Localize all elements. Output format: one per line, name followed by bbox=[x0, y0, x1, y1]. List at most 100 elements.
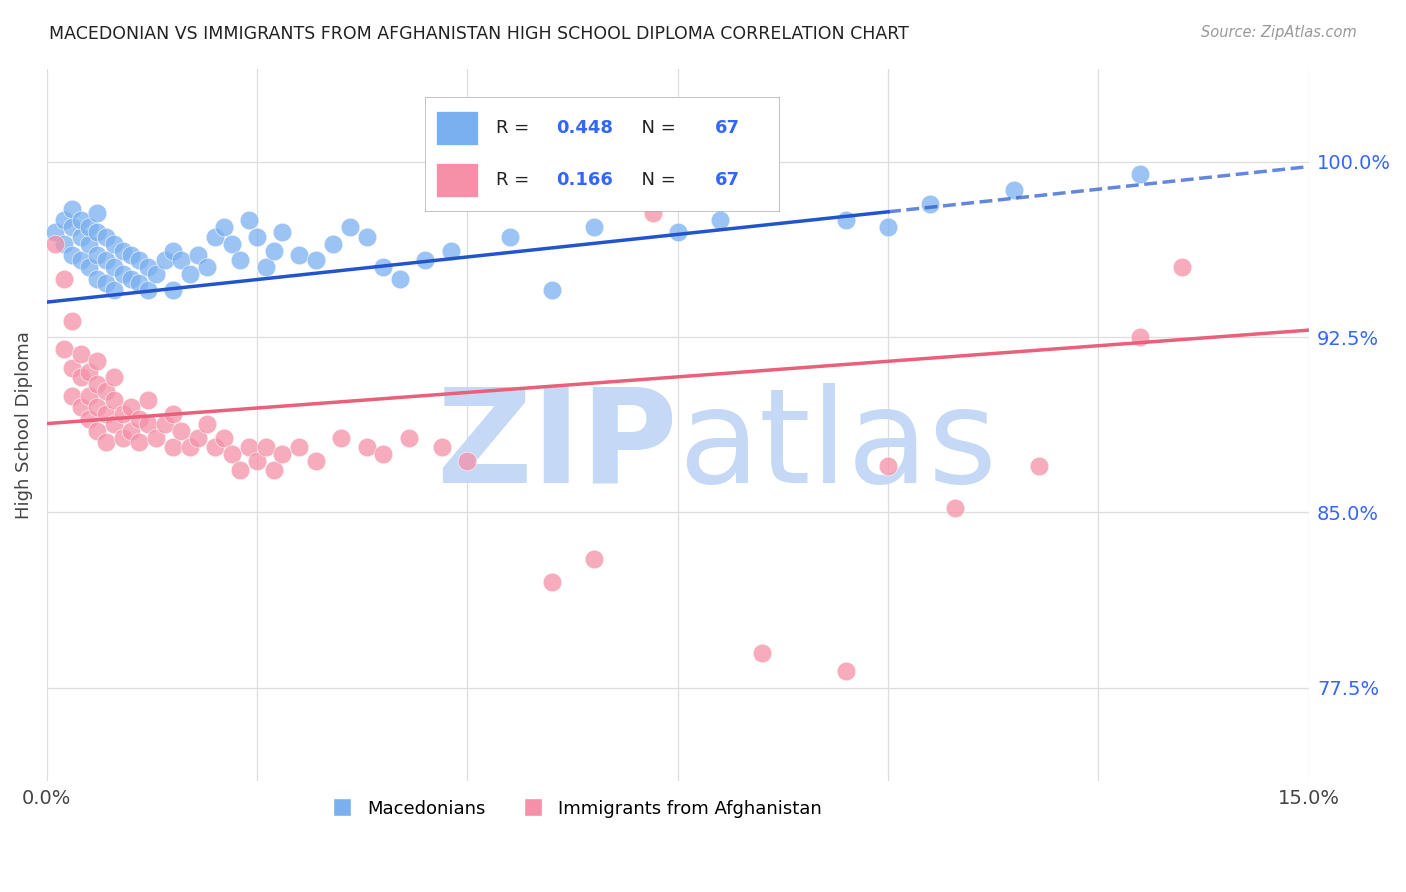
Point bbox=[60, 220, 83, 235]
Point bbox=[498, 229, 520, 244]
Point bbox=[128, 277, 150, 291]
Point bbox=[440, 244, 463, 258]
Point bbox=[540, 575, 562, 590]
Point bbox=[1028, 458, 1050, 473]
Point bbox=[128, 412, 150, 426]
Point bbox=[195, 417, 218, 431]
Point bbox=[52, 213, 75, 227]
Point bbox=[339, 220, 361, 235]
Text: Source: ZipAtlas.com: Source: ZipAtlas.com bbox=[1201, 25, 1357, 40]
Point bbox=[77, 412, 100, 426]
Point bbox=[305, 253, 328, 268]
Point bbox=[709, 213, 731, 227]
Point bbox=[120, 424, 142, 438]
Point bbox=[288, 440, 311, 454]
Point bbox=[398, 431, 420, 445]
Point bbox=[1171, 260, 1194, 274]
Y-axis label: High School Diploma: High School Diploma bbox=[15, 331, 32, 518]
Point bbox=[145, 267, 167, 281]
Point bbox=[330, 431, 353, 445]
Point bbox=[128, 253, 150, 268]
Point bbox=[136, 393, 159, 408]
Point bbox=[666, 225, 689, 239]
Point bbox=[153, 417, 176, 431]
Point bbox=[86, 248, 108, 262]
Point bbox=[246, 229, 269, 244]
Point bbox=[103, 236, 125, 251]
Point bbox=[204, 229, 226, 244]
Point bbox=[162, 407, 184, 421]
Point bbox=[162, 440, 184, 454]
Point bbox=[1002, 183, 1025, 197]
Point bbox=[111, 407, 134, 421]
Point bbox=[263, 463, 285, 477]
Point bbox=[187, 248, 209, 262]
Point bbox=[86, 376, 108, 391]
Point bbox=[229, 253, 252, 268]
Point bbox=[103, 417, 125, 431]
Point bbox=[415, 253, 437, 268]
Point bbox=[60, 360, 83, 375]
Point bbox=[943, 500, 966, 515]
Point bbox=[582, 220, 605, 235]
Point bbox=[1129, 167, 1152, 181]
Point bbox=[373, 447, 395, 461]
Point bbox=[111, 431, 134, 445]
Point bbox=[86, 424, 108, 438]
Point bbox=[187, 431, 209, 445]
Point bbox=[77, 220, 100, 235]
Point bbox=[254, 260, 277, 274]
Point bbox=[77, 388, 100, 402]
Point bbox=[60, 388, 83, 402]
Point bbox=[145, 431, 167, 445]
Point bbox=[170, 253, 193, 268]
Point bbox=[322, 236, 344, 251]
Point bbox=[86, 225, 108, 239]
Point bbox=[238, 440, 260, 454]
Point bbox=[120, 248, 142, 262]
Point bbox=[44, 225, 66, 239]
Point bbox=[60, 202, 83, 216]
Point bbox=[271, 225, 294, 239]
Point bbox=[69, 346, 91, 360]
Point bbox=[77, 236, 100, 251]
Point bbox=[136, 260, 159, 274]
Point bbox=[69, 401, 91, 415]
Point bbox=[195, 260, 218, 274]
Point bbox=[288, 248, 311, 262]
Point bbox=[356, 440, 378, 454]
Point bbox=[835, 664, 858, 678]
Point bbox=[389, 272, 412, 286]
Point bbox=[305, 454, 328, 468]
Point bbox=[229, 463, 252, 477]
Point bbox=[212, 431, 235, 445]
Point bbox=[356, 229, 378, 244]
Point bbox=[44, 236, 66, 251]
Point bbox=[103, 369, 125, 384]
Point bbox=[877, 220, 900, 235]
Point bbox=[221, 236, 243, 251]
Point bbox=[271, 447, 294, 461]
Point bbox=[86, 206, 108, 220]
Point bbox=[86, 401, 108, 415]
Point bbox=[153, 253, 176, 268]
Point bbox=[432, 440, 454, 454]
Point bbox=[751, 190, 773, 204]
Point bbox=[94, 407, 117, 421]
Text: ZIP: ZIP bbox=[436, 383, 678, 509]
Point bbox=[162, 244, 184, 258]
Point bbox=[1129, 330, 1152, 344]
Point bbox=[103, 284, 125, 298]
Point bbox=[456, 454, 478, 468]
Point bbox=[263, 244, 285, 258]
Point bbox=[69, 369, 91, 384]
Point bbox=[540, 284, 562, 298]
Point bbox=[52, 342, 75, 356]
Point bbox=[77, 365, 100, 379]
Point bbox=[111, 267, 134, 281]
Point bbox=[52, 272, 75, 286]
Point bbox=[246, 454, 269, 468]
Point bbox=[835, 213, 858, 227]
Point bbox=[162, 284, 184, 298]
Point bbox=[77, 260, 100, 274]
